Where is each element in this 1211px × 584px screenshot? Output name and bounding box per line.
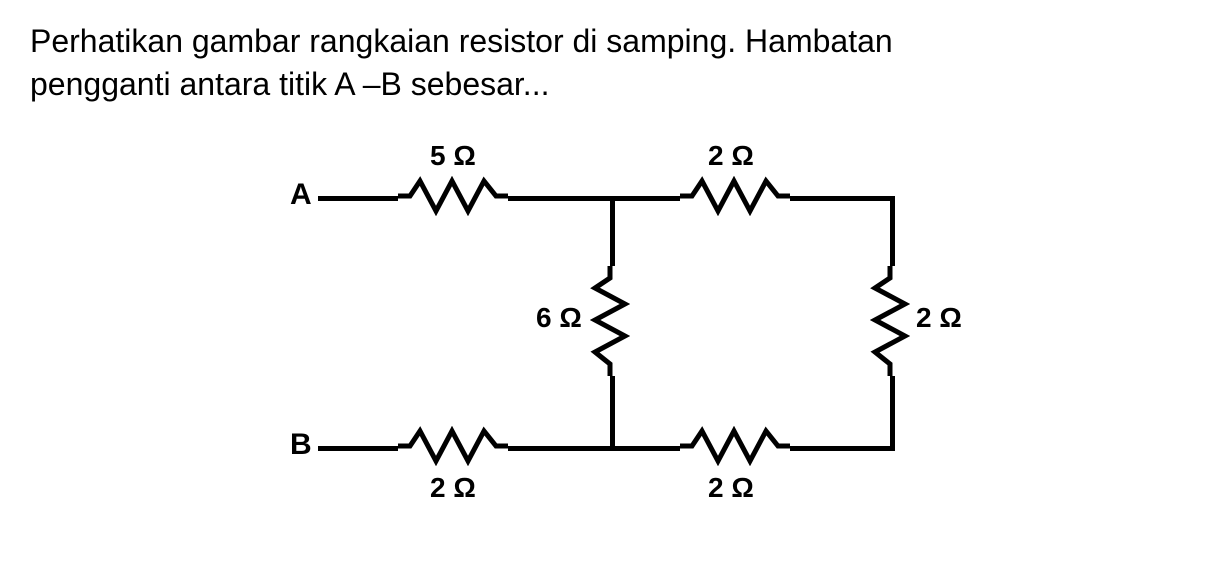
terminal-a: A xyxy=(290,178,312,212)
label-r-bottom-left: 2 Ω xyxy=(430,472,476,504)
label-r-middle: 6 Ω xyxy=(536,302,582,334)
question-line-2: pengganti antara titik A –B sebesar... xyxy=(30,66,549,102)
resistor-top-left xyxy=(398,176,508,216)
label-r-top-left: 5 Ω xyxy=(430,140,476,172)
terminal-b: B xyxy=(290,428,312,462)
resistor-bottom-left xyxy=(398,426,508,466)
circuit-diagram: A B 5 Ω 2 Ω 6 Ω 2 Ω 2 Ω 2 Ω xyxy=(290,126,990,526)
label-r-right: 2 Ω xyxy=(916,302,962,334)
question-text: Perhatikan gambar rangkaian resistor di … xyxy=(30,20,1181,106)
label-r-top-right: 2 Ω xyxy=(708,140,754,172)
resistor-right xyxy=(870,266,910,376)
resistor-bottom-right xyxy=(680,426,790,466)
resistor-middle xyxy=(590,266,630,376)
label-r-bottom-right: 2 Ω xyxy=(708,472,754,504)
question-line-1: Perhatikan gambar rangkaian resistor di … xyxy=(30,23,893,59)
resistor-top-right xyxy=(680,176,790,216)
